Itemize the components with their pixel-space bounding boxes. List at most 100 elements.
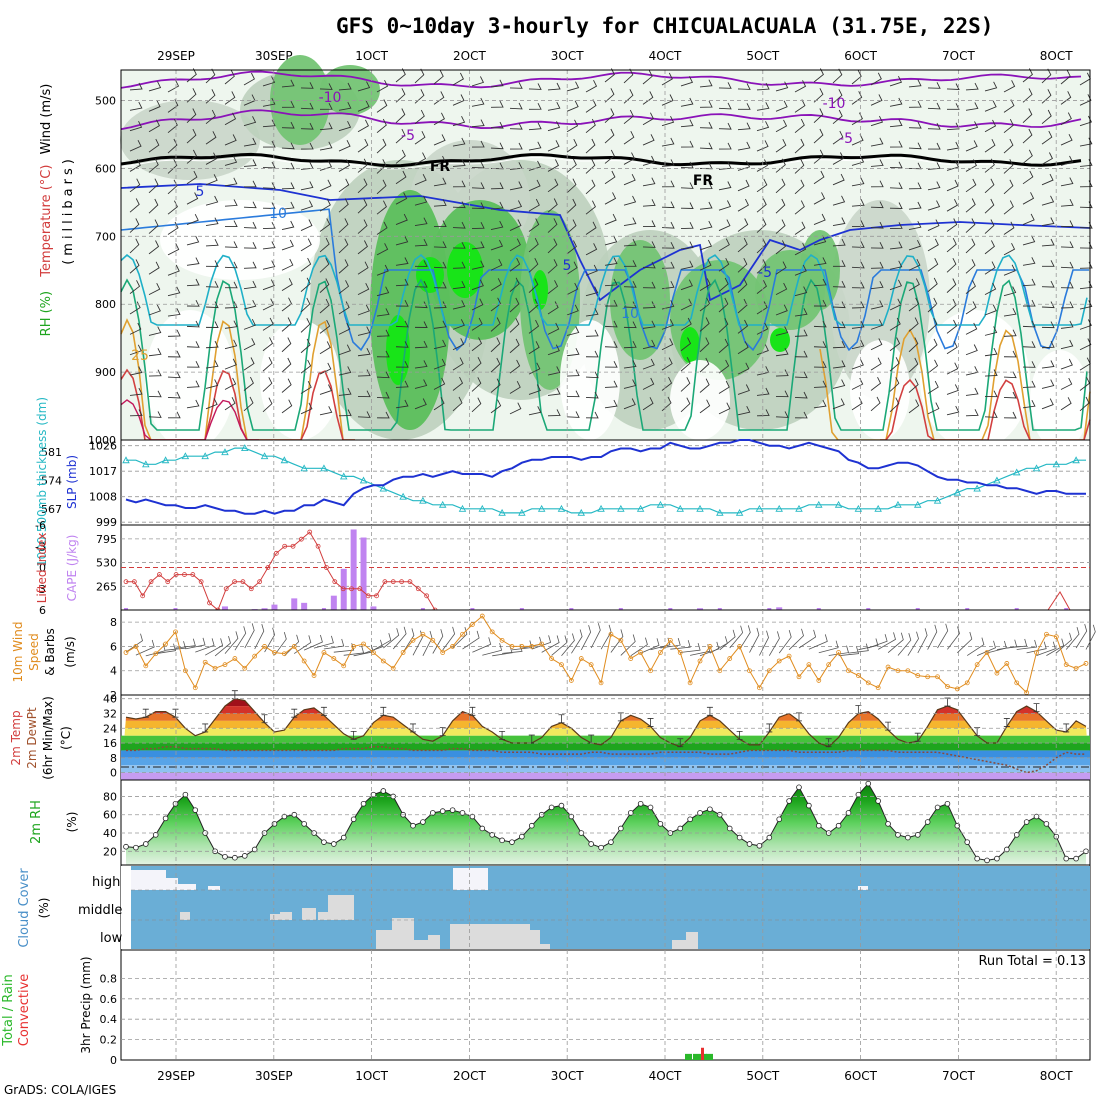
wind-barb (338, 344, 351, 356)
wind-barb (1060, 241, 1074, 248)
wind-speed-marker (846, 668, 851, 674)
wind-barb (395, 88, 406, 103)
surface-barb (482, 643, 503, 656)
wind-barb (395, 235, 409, 246)
wind-barb (452, 338, 465, 351)
wind-barb (319, 319, 331, 334)
thickness-marker (379, 484, 388, 492)
wind-barb (604, 213, 617, 225)
li-marker (407, 579, 413, 585)
rh-marker (548, 804, 555, 811)
wind-speed-marker (479, 613, 485, 619)
wind-barb (585, 308, 599, 317)
wind-speed-marker (1063, 662, 1069, 668)
wind-barb (452, 357, 464, 371)
surface-barb (808, 634, 828, 650)
wind-barb (718, 200, 732, 211)
wind-barb (1022, 235, 1036, 246)
wind-barb (243, 338, 256, 351)
thickness-marker (518, 508, 526, 516)
cape-bar (816, 608, 821, 610)
precip-axis-title: Total / Rain Convective (1, 974, 32, 1047)
wind-barb (395, 380, 409, 388)
wind-barb (300, 257, 312, 272)
thickness-marker (1032, 464, 1041, 472)
wind-barb (471, 202, 485, 209)
wind-barb (585, 411, 599, 419)
cloud-block (280, 912, 292, 920)
wind-barb (452, 159, 466, 167)
surface-barb (848, 643, 869, 654)
wind-barb (262, 279, 275, 291)
wind-barb (376, 99, 388, 113)
wind-barb (1060, 339, 1074, 350)
wind-barb (699, 297, 711, 312)
wind-barb (585, 138, 596, 154)
surface-barb (293, 635, 312, 654)
wind-barb (357, 240, 368, 255)
surface-barb (561, 633, 575, 657)
thickness-marker (438, 500, 447, 508)
wind-barb (490, 239, 504, 251)
rh-marker (420, 819, 426, 825)
wind-barb (205, 131, 217, 145)
wind-barb (737, 405, 751, 416)
cape-bars (124, 529, 1069, 610)
wind-barb (1022, 149, 1033, 164)
li-tick: 3 (39, 583, 46, 596)
surface-barb (640, 638, 660, 654)
wind-barb (509, 317, 520, 333)
surface-barb (907, 631, 919, 656)
bottom-date-label: 30SEP (255, 1069, 293, 1083)
wind-barb (1060, 320, 1074, 329)
wind-barb (357, 100, 370, 112)
wind-barb (452, 241, 466, 249)
temp-gridlines (121, 695, 1090, 780)
wind-barb (1022, 320, 1036, 328)
cape-bar (618, 608, 623, 610)
surface-barb (185, 637, 206, 650)
wind-barb (414, 260, 428, 267)
wind-barb (927, 122, 941, 130)
wind-barb (281, 357, 292, 373)
wind-barb (870, 319, 883, 330)
rh-blob (447, 242, 483, 298)
wind-barb (984, 119, 997, 133)
rh-marker (449, 807, 456, 813)
surface-barb (1085, 624, 1096, 650)
wind-barb (167, 79, 180, 93)
wind-barb (471, 317, 483, 331)
thickness-marker (656, 500, 665, 508)
wind-barb (205, 195, 219, 206)
cape-bar (173, 608, 178, 610)
li-marker (165, 579, 171, 585)
wind-barb (357, 158, 368, 173)
wind-barb (965, 198, 976, 213)
wind-barb (661, 94, 674, 106)
wind-barb (1041, 130, 1053, 145)
surface-barb (1016, 639, 1038, 650)
wind-barb (224, 220, 238, 228)
wind-barb (585, 286, 599, 297)
wind-barb (1060, 261, 1074, 269)
wind-barb (1041, 109, 1052, 125)
wind-barb (718, 257, 730, 272)
wind-barb (642, 358, 655, 370)
surface-barb (947, 626, 960, 650)
cloud-block (392, 918, 414, 949)
wind-barb (186, 278, 200, 287)
wind-barb (395, 213, 408, 225)
freezing-level-inner (120, 156, 1082, 170)
wind-barb (490, 399, 502, 414)
surface-barb (284, 634, 300, 657)
wind-barb (414, 280, 428, 288)
cloud-block (414, 940, 428, 949)
wind-speed-marker (509, 644, 515, 649)
wind-barb (1003, 350, 1017, 358)
clear-pocket (160, 200, 320, 280)
wind-barb (262, 356, 273, 372)
thickness-marker (953, 488, 962, 496)
wind-speed-marker (212, 665, 218, 671)
wind-speed-marker (568, 678, 574, 683)
wind-barb (452, 115, 466, 127)
